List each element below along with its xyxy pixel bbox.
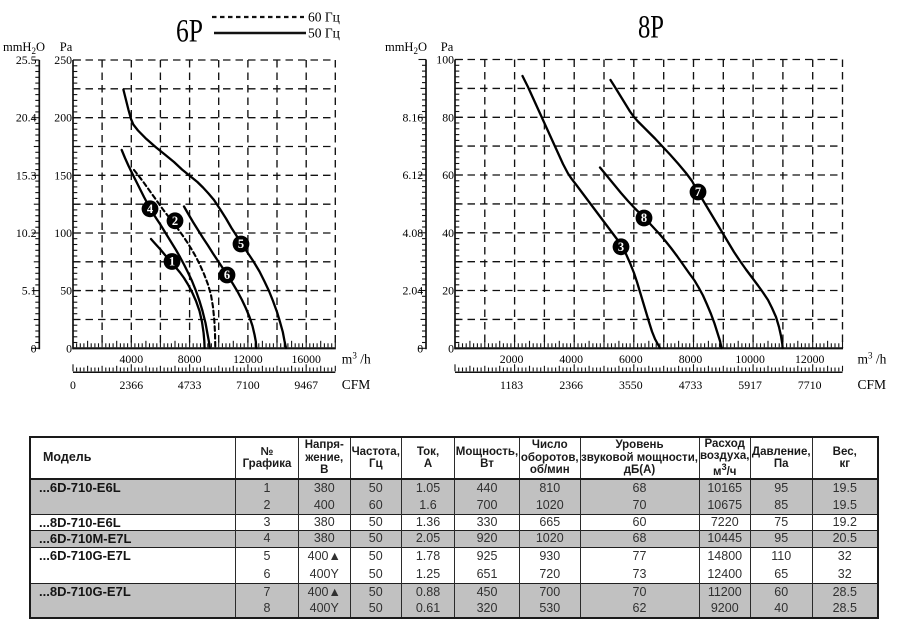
svg-text:3550: 3550	[619, 378, 643, 392]
svg-text:1: 1	[169, 255, 175, 269]
svg-text:4733: 4733	[679, 378, 703, 392]
svg-text:4000: 4000	[559, 352, 583, 366]
svg-text:20.4: 20.4	[16, 111, 37, 125]
svg-text:16000: 16000	[291, 352, 321, 366]
svg-text:5: 5	[238, 237, 244, 251]
svg-text:20: 20	[442, 284, 454, 298]
svg-text:1183: 1183	[500, 378, 523, 392]
svg-text:5917: 5917	[738, 378, 762, 392]
svg-text:15.3: 15.3	[16, 168, 37, 182]
svg-text:2366: 2366	[559, 378, 583, 392]
svg-text:10000: 10000	[735, 352, 765, 366]
svg-text:200: 200	[54, 111, 72, 125]
svg-text:100: 100	[54, 226, 72, 240]
svg-text:6P: 6P	[176, 14, 203, 50]
svg-text:m3 /h: m3 /h	[342, 350, 371, 366]
svg-text:8P: 8P	[638, 10, 664, 46]
svg-text:3: 3	[618, 240, 624, 254]
svg-text:m3 /h: m3 /h	[858, 350, 887, 366]
svg-text:50: 50	[60, 284, 72, 298]
svg-text:6: 6	[224, 268, 230, 282]
svg-text:12000: 12000	[233, 352, 263, 366]
svg-text:7100: 7100	[236, 378, 260, 392]
svg-text:4.08: 4.08	[403, 226, 424, 240]
svg-text:10.2: 10.2	[16, 226, 37, 240]
svg-text:100: 100	[436, 53, 454, 67]
svg-text:6000: 6000	[619, 352, 643, 366]
svg-text:8.16: 8.16	[403, 110, 424, 124]
svg-text:2.04: 2.04	[403, 284, 424, 298]
svg-text:40: 40	[442, 226, 454, 240]
svg-text:Pa: Pa	[441, 40, 454, 54]
svg-text:6.12: 6.12	[403, 168, 424, 182]
svg-text:mmH2O: mmH2O	[3, 40, 45, 56]
svg-text:5.1: 5.1	[22, 284, 37, 298]
svg-text:8: 8	[641, 211, 647, 225]
svg-text:0: 0	[66, 341, 72, 355]
svg-text:60 Гц: 60 Гц	[308, 10, 340, 25]
svg-text:2366: 2366	[120, 378, 144, 392]
svg-text:8000: 8000	[178, 352, 202, 366]
svg-text:7710: 7710	[798, 378, 822, 392]
svg-text:4: 4	[147, 202, 154, 216]
svg-text:0: 0	[70, 378, 76, 392]
svg-text:0: 0	[417, 341, 423, 355]
svg-text:4000: 4000	[120, 352, 144, 366]
svg-text:150: 150	[54, 168, 72, 182]
svg-text:CFM: CFM	[858, 377, 887, 392]
svg-text:CFM: CFM	[342, 377, 371, 392]
svg-text:9467: 9467	[294, 378, 318, 392]
svg-text:80: 80	[442, 110, 454, 124]
svg-text:2: 2	[172, 214, 178, 228]
svg-text:0: 0	[448, 341, 454, 355]
svg-text:mmH2O: mmH2O	[385, 40, 427, 56]
svg-text:8000: 8000	[679, 352, 703, 366]
svg-text:50 Гц: 50 Гц	[308, 26, 340, 41]
svg-text:7: 7	[695, 185, 701, 199]
svg-text:250: 250	[54, 53, 72, 67]
svg-text:25.5: 25.5	[16, 53, 37, 67]
svg-text:60: 60	[442, 168, 454, 182]
svg-text:12000: 12000	[795, 352, 825, 366]
svg-text:4733: 4733	[178, 378, 202, 392]
svg-text:Pa: Pa	[60, 40, 73, 54]
svg-text:2000: 2000	[500, 352, 524, 366]
svg-text:0: 0	[31, 341, 37, 355]
